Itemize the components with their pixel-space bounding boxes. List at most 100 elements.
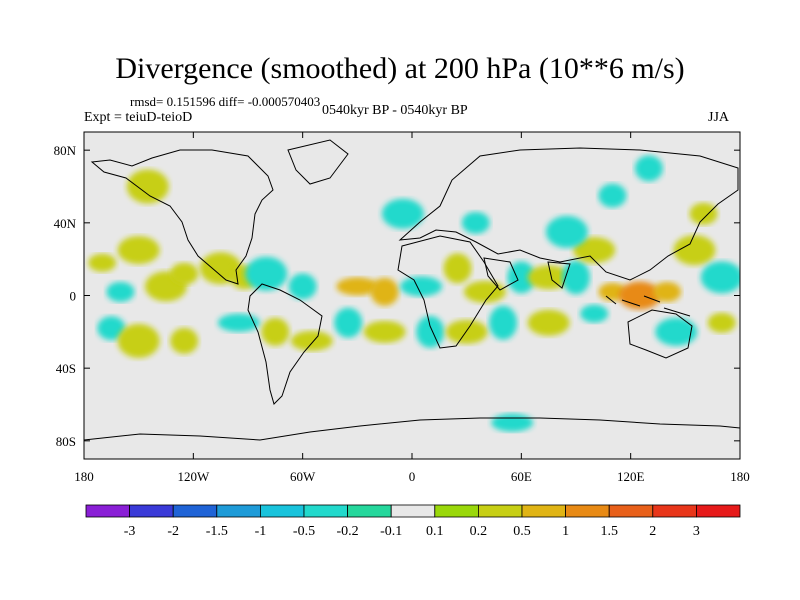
coast-australia (627, 309, 693, 359)
colorbar-swatch (303, 504, 348, 518)
x-tick-label: 120W (177, 469, 210, 484)
colorbar-label: 1 (562, 524, 569, 539)
coast-africa (397, 235, 499, 349)
colorbar-label: -0.5 (293, 524, 315, 539)
anomaly-region (290, 330, 333, 351)
colorbar-label: 2 (649, 524, 656, 539)
colorbar-swatch (216, 504, 261, 518)
anomaly-region (707, 312, 736, 333)
anomaly-region (689, 202, 718, 225)
y-tick-label: 40S (56, 361, 76, 376)
colorbar: -3 -2 -1.5 -1 -0.5 -0.2 -0.1 0.1 0.2 0.5 1 1.5 2 3 (85, 504, 741, 539)
season-label: JJA (708, 110, 730, 125)
colorbar-swatch (172, 504, 218, 518)
anomaly-region (370, 277, 399, 306)
anomaly-region (381, 198, 424, 229)
y-tick-label: 80N (54, 143, 77, 158)
period-label: 0540kyr BP - 0540kyr BP (322, 103, 468, 118)
colorbar-swatch (521, 504, 566, 518)
anomaly-region (545, 215, 588, 248)
coastlines (84, 139, 740, 441)
anomaly-region (126, 169, 169, 204)
y-tick-label: 0 (70, 289, 77, 304)
anomaly-region (461, 211, 490, 234)
anomaly-region (97, 316, 126, 341)
x-tick-label: 120E (617, 469, 645, 484)
anomaly-region (527, 265, 570, 290)
colorbar-label: -1.5 (206, 524, 228, 539)
anomaly-region (336, 277, 379, 296)
x-tick-label: 60E (511, 469, 532, 484)
anomaly-region (170, 327, 199, 354)
anomaly-region (416, 315, 445, 348)
chart-title: Divergence (smoothed) at 200 hPa (10**6 … (115, 52, 685, 85)
colorbar-swatch (565, 504, 610, 518)
y-axis: 80N 40N 0 40S 80S (54, 143, 740, 449)
colorbar-label: -1 (255, 524, 267, 539)
anomaly-region (106, 281, 135, 302)
anomaly-region (117, 236, 160, 265)
coast-south-america (247, 283, 323, 405)
colorbar-label: -3 (124, 524, 136, 539)
anomaly-region (562, 260, 590, 295)
x-tick-label: 60W (290, 469, 316, 484)
anomaly-region (573, 237, 616, 264)
anomaly-region (117, 323, 160, 358)
coast-arabia (483, 257, 519, 291)
anomaly-region (489, 305, 518, 340)
anomaly-region (443, 253, 472, 284)
x-tick-label: 0 (409, 469, 416, 484)
coast-india (547, 261, 571, 289)
x-tick-label: 180 (74, 469, 94, 484)
x-axis: 180 120W 60W 0 60E 120E 180 (74, 132, 750, 484)
colorbar-swatch (259, 504, 305, 518)
experiment-label: Expt = teiuD-teioD (84, 110, 193, 125)
colorbar-label: 3 (693, 524, 700, 539)
anomaly-region (288, 273, 317, 300)
colorbar-swatch (390, 504, 436, 518)
stats-label: rmsd= 0.151596 diff= -0.000570403 (130, 94, 321, 109)
colorbar-swatch (477, 504, 523, 518)
anomaly-region (170, 262, 199, 285)
anomaly-region (598, 183, 627, 208)
colorbar-swatch (85, 504, 130, 518)
coast-eurasia (398, 147, 739, 281)
anomaly-region (217, 313, 260, 332)
anomaly-region (463, 280, 506, 303)
coast-north-america (90, 149, 274, 285)
anomaly-region (491, 413, 534, 432)
anomaly-region (527, 309, 570, 336)
colorbar-swatch (347, 504, 392, 518)
colorbar-label: -0.2 (337, 524, 359, 539)
colorbar-swatch (434, 504, 479, 518)
anomaly-region (634, 155, 663, 182)
anomaly-region (580, 304, 609, 323)
anomaly-region (245, 256, 288, 291)
y-tick-label: 40N (54, 216, 77, 231)
anomaly-region (400, 276, 443, 297)
x-tick-label: 180 (730, 469, 750, 484)
anomaly-region (507, 261, 536, 294)
anomaly-region (445, 319, 488, 344)
colorbar-swatch (696, 504, 741, 518)
anomaly-field (88, 155, 740, 432)
colorbar-label: 0.5 (513, 524, 531, 539)
anomaly-region (653, 281, 682, 302)
colorbar-label: -2 (167, 524, 179, 539)
colorbar-label: -0.1 (380, 524, 402, 539)
anomaly-region (88, 253, 117, 272)
coast-indonesia (605, 295, 691, 317)
anomaly-region (700, 261, 740, 294)
coast-antarctica (84, 417, 740, 441)
colorbar-label: 1.5 (600, 524, 618, 539)
coast-greenland (287, 139, 349, 185)
colorbar-label: 0.1 (426, 524, 444, 539)
anomaly-region (334, 307, 363, 338)
y-tick-label: 80S (56, 434, 76, 449)
colorbar-swatch (129, 504, 174, 518)
anomaly-region (655, 317, 698, 346)
colorbar-swatch (652, 504, 697, 518)
anomaly-region (261, 317, 290, 346)
colorbar-swatch (608, 504, 654, 518)
